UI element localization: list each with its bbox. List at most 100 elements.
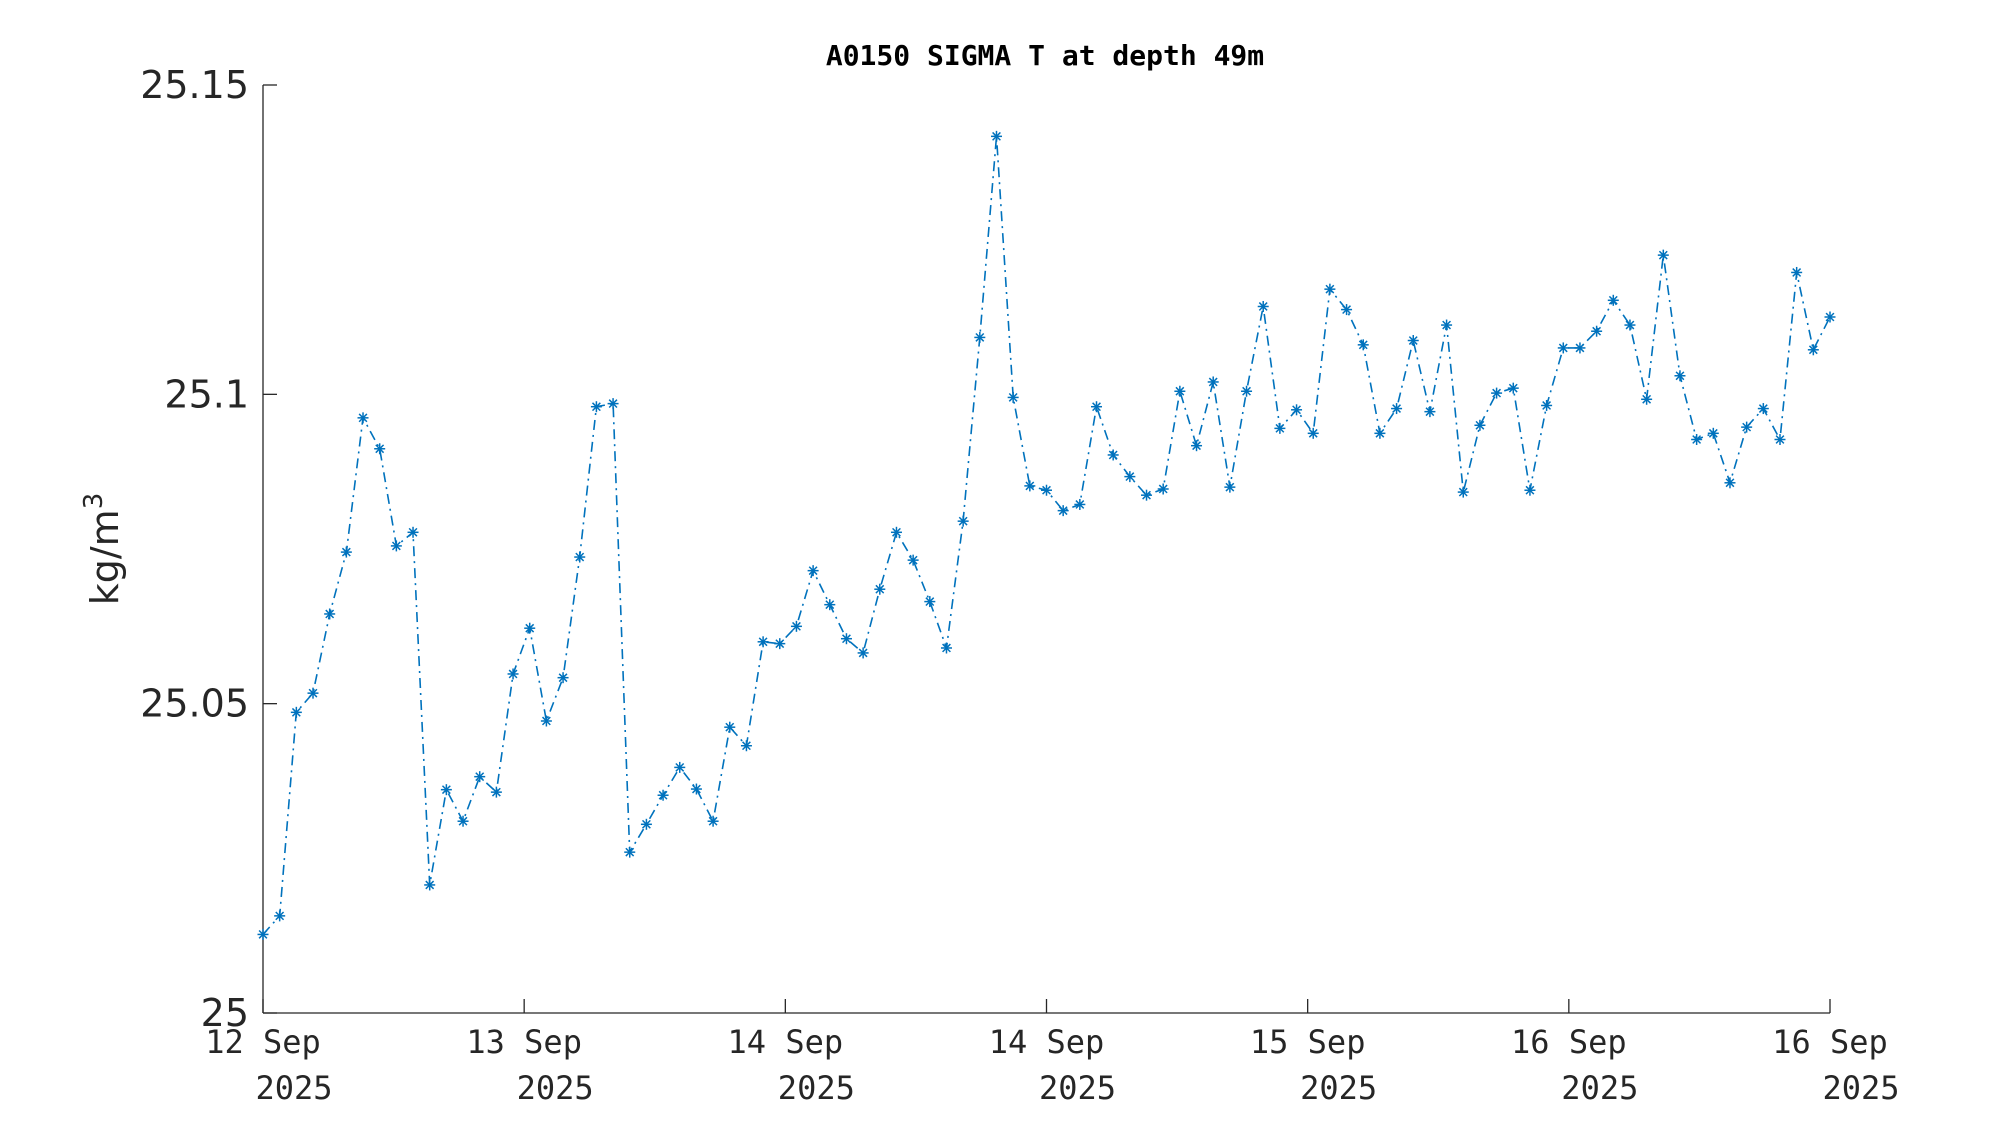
x-tick-label-year: 2025	[1822, 1069, 1899, 1107]
y-tick-label: 25	[201, 991, 249, 1035]
data-point	[690, 783, 702, 795]
data-point	[1574, 342, 1586, 354]
data-point	[1007, 391, 1019, 403]
data-point	[740, 740, 752, 752]
data-point	[490, 786, 502, 798]
data-point	[540, 715, 552, 727]
data-point	[440, 784, 452, 796]
data-point	[774, 638, 786, 650]
data-point	[390, 540, 402, 552]
data-point	[290, 706, 302, 718]
data-point	[424, 879, 436, 891]
data-point	[1391, 403, 1403, 415]
data-point	[257, 928, 269, 940]
data-point	[824, 599, 836, 611]
data-point	[1224, 481, 1236, 493]
data-point	[324, 608, 336, 620]
data-point	[1591, 325, 1603, 337]
data-point	[1724, 477, 1736, 489]
x-tick-label-year: 2025	[1300, 1069, 1377, 1107]
data-point	[1457, 486, 1469, 498]
data-point	[857, 647, 869, 659]
y-tick-label: 25.15	[140, 63, 249, 107]
data-point	[607, 398, 619, 410]
data-point	[640, 818, 652, 830]
data-point	[507, 668, 519, 680]
data-point	[957, 515, 969, 527]
data-point	[1207, 376, 1219, 388]
data-point	[274, 910, 286, 922]
data-point	[557, 672, 569, 684]
data-point	[1324, 283, 1336, 295]
x-tick-label-day: 14 Sep	[728, 1023, 844, 1061]
data-point	[357, 412, 369, 424]
x-tick-label-year: 2025	[1039, 1069, 1116, 1107]
data-point	[657, 789, 669, 801]
x-tick-label-day: 16 Sep	[1772, 1023, 1888, 1061]
data-point	[1757, 403, 1769, 415]
data-point	[1774, 433, 1786, 445]
y-axis-label-base: kg/m	[83, 509, 127, 605]
axes	[262, 85, 1830, 1014]
data-point	[674, 761, 686, 773]
x-tick-label-day: 13 Sep	[466, 1023, 582, 1061]
y-axis-label: kg/m3	[79, 493, 127, 606]
data-point	[457, 815, 469, 827]
data-point	[1141, 489, 1153, 501]
data-point	[890, 526, 902, 538]
x-tick-label-day: 16 Sep	[1511, 1023, 1627, 1061]
x-tick-label-year: 2025	[517, 1069, 594, 1107]
data-point	[590, 401, 602, 413]
data-point	[1691, 433, 1703, 445]
data-point	[1807, 344, 1819, 356]
data-point	[374, 443, 386, 455]
data-point	[1057, 505, 1069, 517]
data-point	[1474, 419, 1486, 431]
data-point	[1107, 449, 1119, 461]
data-point	[1307, 427, 1319, 439]
data-point	[1507, 382, 1519, 394]
x-tick-label-year: 2025	[778, 1069, 855, 1107]
data-point	[940, 642, 952, 654]
data-point	[1124, 471, 1136, 483]
data-point	[1091, 401, 1103, 413]
data-point	[1374, 427, 1386, 439]
data-point	[624, 846, 636, 858]
x-tick-label-day: 12 Sep	[205, 1023, 321, 1061]
data-point	[1407, 335, 1419, 347]
data-point	[757, 636, 769, 648]
data-point	[1357, 339, 1369, 351]
data-point	[1041, 484, 1052, 496]
data-point	[1424, 406, 1436, 418]
data-point	[474, 771, 486, 783]
data-point	[1541, 399, 1553, 411]
data-point	[1707, 427, 1719, 439]
series-group	[257, 130, 1836, 940]
data-point	[1824, 311, 1836, 323]
data-point	[1524, 484, 1536, 496]
series-line	[262, 136, 1831, 935]
x-tick-label-year: 2025	[255, 1069, 332, 1107]
data-point	[1607, 294, 1619, 306]
data-point	[1674, 370, 1686, 382]
data-point	[707, 815, 719, 827]
data-point	[1257, 300, 1269, 312]
data-point	[724, 721, 736, 733]
x-tick-label-year: 2025	[1561, 1069, 1638, 1107]
data-point	[1341, 304, 1353, 316]
data-point	[307, 687, 319, 699]
data-point	[1241, 385, 1253, 397]
data-point	[1291, 404, 1303, 416]
data-point	[790, 620, 802, 632]
y-tick-label: 25.1	[164, 372, 249, 416]
x-tick-label-day: 14 Sep	[989, 1023, 1105, 1061]
data-point	[1657, 249, 1669, 261]
data-point	[874, 583, 886, 595]
chart-title: A0150 SIGMA T at depth 49m	[826, 39, 1264, 72]
data-point	[1441, 319, 1453, 331]
data-point	[1157, 483, 1169, 495]
data-point	[1074, 498, 1086, 510]
data-point	[340, 546, 352, 558]
data-point	[1624, 319, 1636, 331]
